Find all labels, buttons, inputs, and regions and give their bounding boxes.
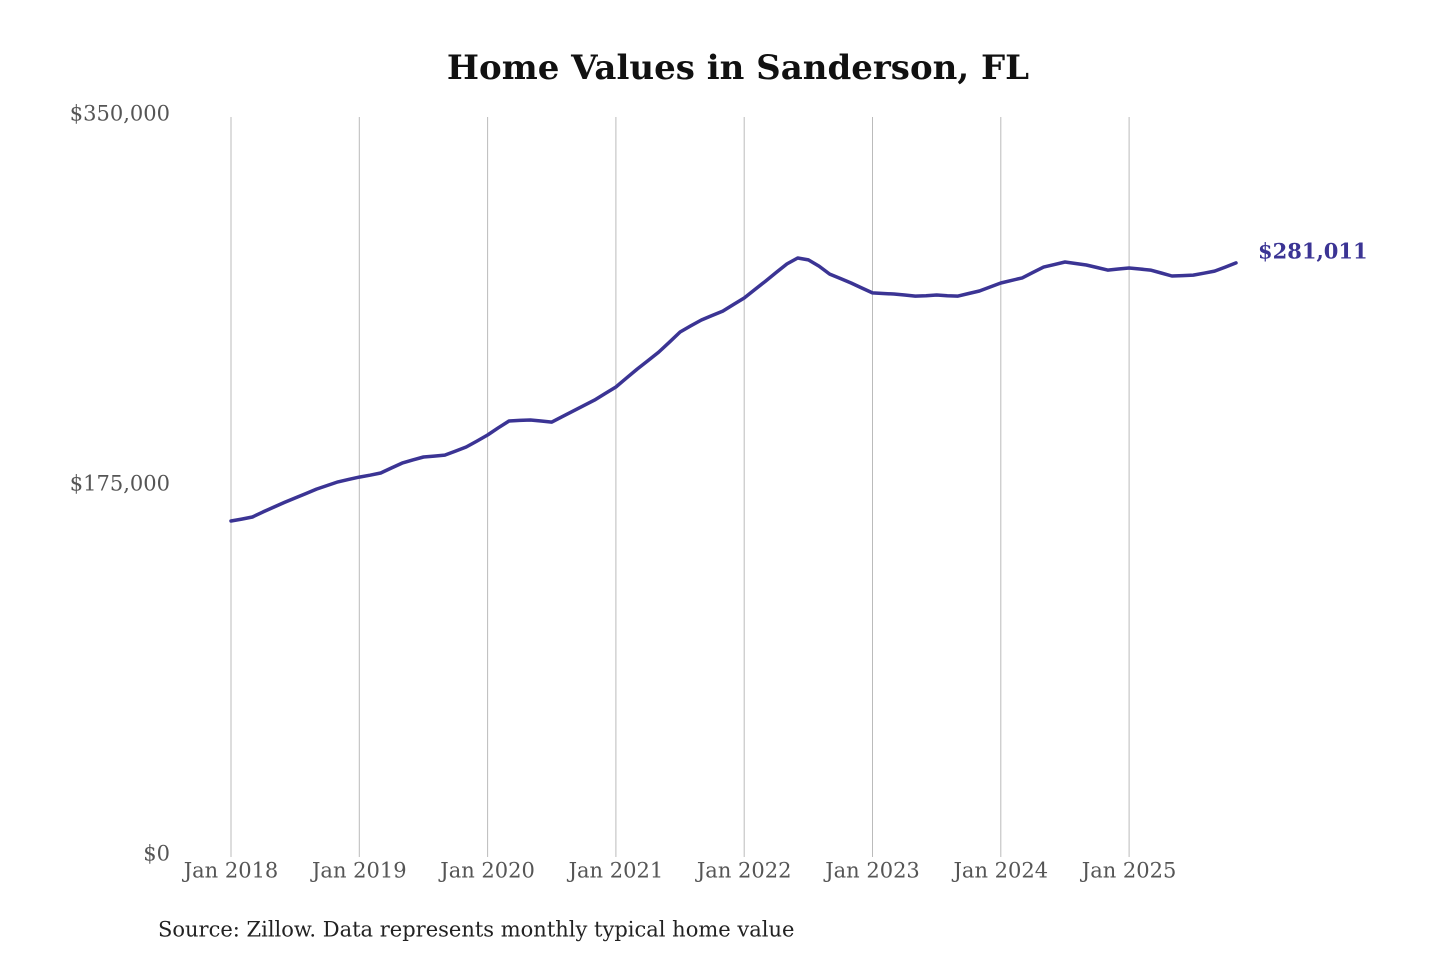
- x-tick-label: Jan 2022: [695, 859, 792, 883]
- x-tick-label: Jan 2023: [823, 859, 920, 883]
- y-tick-label: $0: [143, 842, 170, 866]
- x-tick-label: Jan 2018: [182, 859, 279, 883]
- x-tick-label: Jan 2020: [438, 859, 535, 883]
- x-tick-label: Jan 2021: [567, 859, 664, 883]
- end-value-label: $281,011: [1258, 238, 1368, 263]
- chart-title: Home Values in Sanderson, FL: [447, 48, 1029, 88]
- y-tick-label: $350,000: [70, 102, 170, 126]
- x-tick-label: Jan 2019: [310, 859, 407, 883]
- source-note: Source: Zillow. Data represents monthly …: [158, 918, 794, 942]
- x-tick-label: Jan 2025: [1080, 859, 1177, 883]
- line-series: [229, 256, 1238, 523]
- y-tick-label: $175,000: [70, 472, 170, 496]
- x-tick-label: Jan 2024: [952, 859, 1049, 883]
